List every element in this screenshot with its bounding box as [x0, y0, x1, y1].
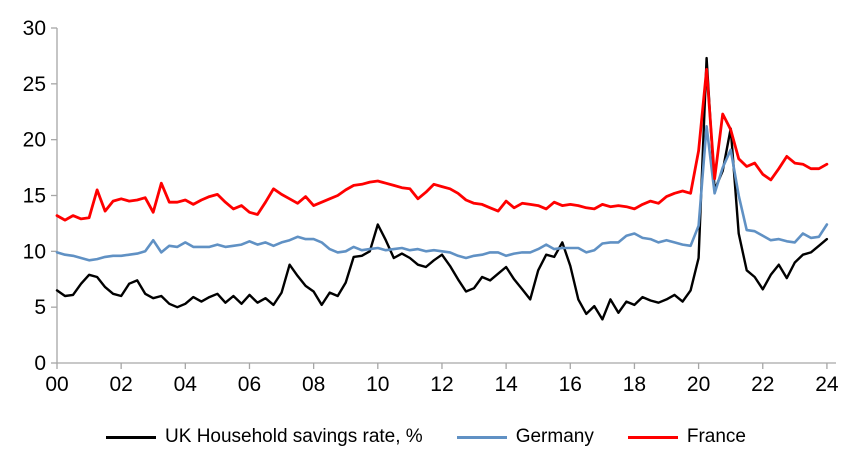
- y-tick-label: 10: [23, 240, 46, 263]
- x-tick-label: 18: [623, 373, 646, 396]
- legend-line-uk-sample: [106, 435, 157, 439]
- x-tick-label: 06: [238, 373, 261, 396]
- x-tick-label: 04: [174, 373, 198, 396]
- y-tick-label: 0: [34, 352, 46, 375]
- x-tick-label: 02: [109, 373, 132, 396]
- x-tick-label: 24: [815, 373, 839, 396]
- legend-item-germany: Germany: [456, 426, 594, 448]
- legend-item-uk: UK Household savings rate, %: [106, 426, 423, 448]
- y-tick-label: 25: [23, 73, 46, 96]
- legend-line-france-sample: [627, 435, 678, 439]
- y-tick-label: 5: [34, 296, 46, 319]
- x-tick-label: 00: [45, 373, 68, 396]
- y-tick-label: 15: [23, 185, 46, 208]
- series-line-germany: [55, 125, 829, 262]
- x-tick-label: 10: [366, 373, 389, 396]
- chart-legend: UK Household savings rate, % Germany Fra…: [0, 426, 852, 448]
- series-line-uk: [55, 56, 829, 321]
- legend-line-germany-sample: [456, 435, 507, 439]
- legend-label-uk: UK Household savings rate, %: [165, 426, 423, 447]
- x-tick-label: 16: [559, 373, 582, 396]
- x-tick-label: 12: [430, 373, 453, 396]
- series-line-france: [55, 67, 829, 222]
- x-tick-label: 22: [751, 373, 774, 396]
- y-tick-label: 20: [23, 129, 46, 152]
- legend-item-france: France: [627, 426, 746, 448]
- legend-label-france: France: [686, 426, 746, 447]
- x-tick-label: 14: [494, 373, 518, 396]
- y-tick-label: 30: [23, 17, 46, 40]
- x-tick-label: 08: [302, 373, 325, 396]
- x-tick-label: 20: [687, 373, 710, 396]
- legend-label-germany: Germany: [515, 426, 594, 447]
